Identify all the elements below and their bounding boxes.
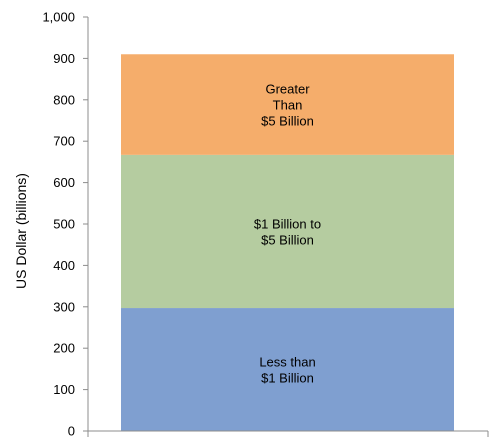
y-tick-label: 500 (53, 217, 75, 232)
x-axis (87, 430, 489, 437)
y-tick-label: 200 (53, 341, 75, 356)
y-tick-label: 300 (53, 299, 75, 314)
y-axis-title: US Dollar (billions) (13, 173, 29, 289)
bar-segment-1 (121, 308, 454, 431)
y-tick-label: 400 (53, 258, 75, 273)
y-tick-label: 800 (53, 92, 75, 107)
y-axis: 0 100 200 300 400 500 600 700 800 900 1,000 (42, 10, 89, 439)
segment-labels: Less than $1 Billion $1 Billion to $5 Billi… (254, 82, 321, 386)
y-tick-label: 0 (68, 424, 75, 439)
bar-segment-label-3: Greater Than $5 Billion (261, 82, 314, 129)
bar-segments (121, 54, 454, 431)
bar-segment-label-1: Less than $1 Billion (259, 355, 315, 386)
y-tick-label: 700 (53, 134, 75, 149)
bar-segment-label-2: $1 Billion to $5 Billion (254, 216, 321, 247)
bar-segment-3 (121, 54, 454, 155)
y-tick-label: 1,000 (42, 10, 75, 25)
y-tick-label: 100 (53, 382, 75, 397)
y-tick-label: 600 (53, 175, 75, 190)
y-tick-label: 900 (53, 51, 75, 66)
bar-segment-2 (121, 154, 454, 309)
